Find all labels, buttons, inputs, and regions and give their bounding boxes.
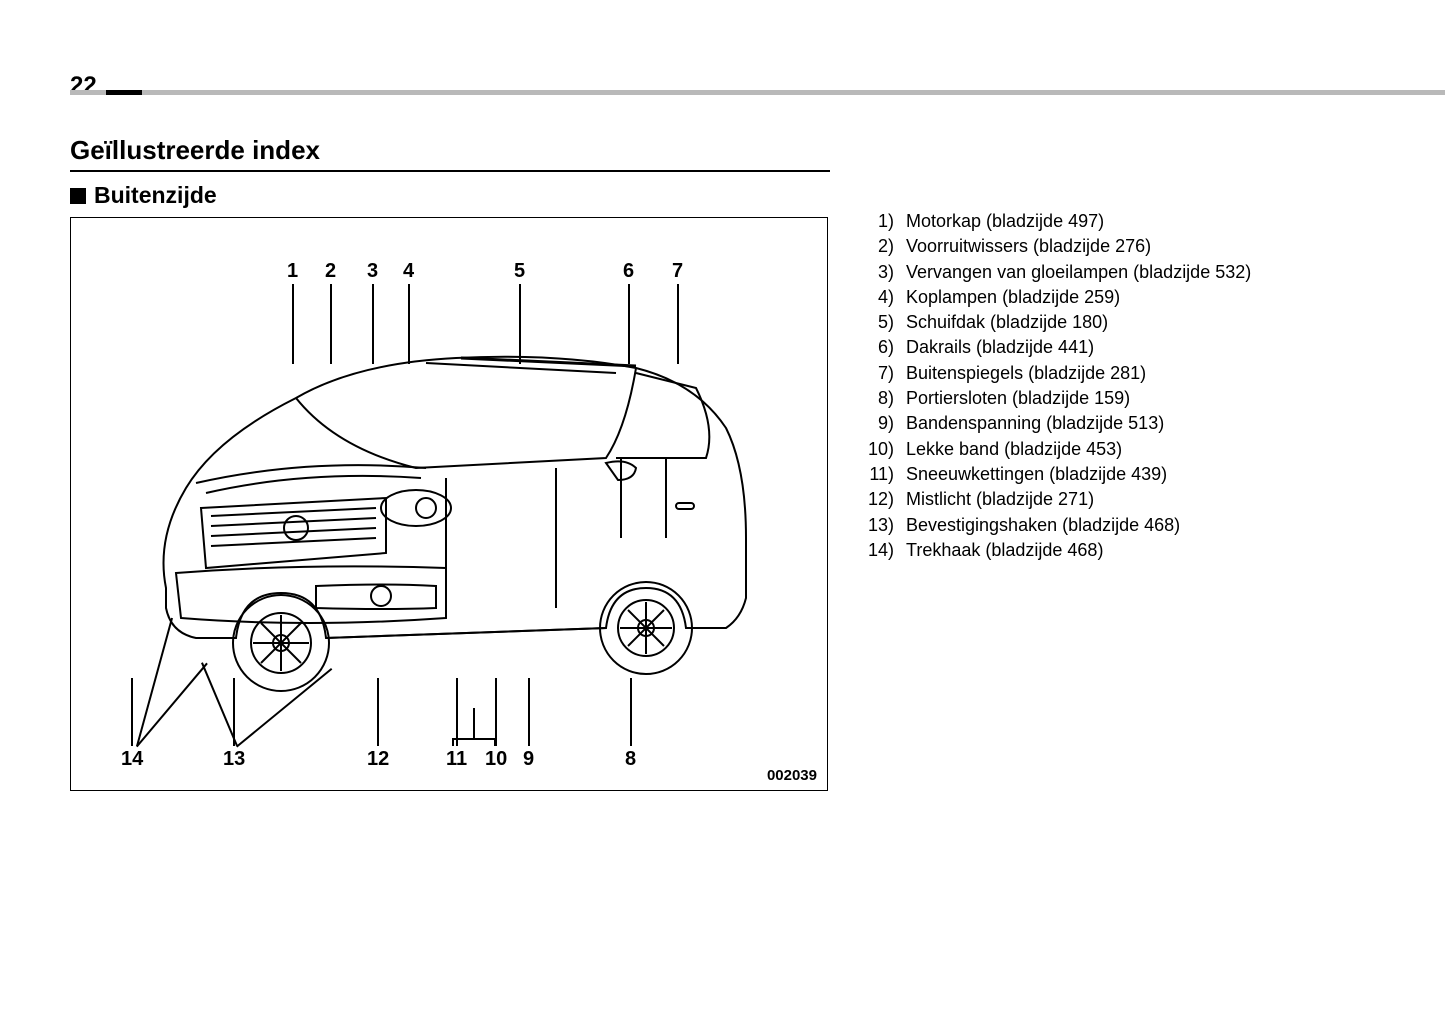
- header-line-accent: [106, 90, 142, 95]
- callout-number-top: 3: [367, 260, 378, 283]
- callout-line: [495, 738, 497, 746]
- legend-number: 9): [858, 411, 896, 435]
- callout-number-bottom: 12: [367, 748, 389, 771]
- callout-line: [677, 284, 679, 364]
- callout-number-top: 6: [623, 260, 634, 283]
- legend-text: Koplampen (bladzijde 259): [896, 285, 1370, 309]
- left-column: Geïllustreerde index Buitenzijde: [70, 135, 830, 791]
- legend-text: Portiersloten (bladzijde 159): [896, 386, 1370, 410]
- bullet-icon: [70, 188, 86, 204]
- callout-line: [377, 678, 379, 746]
- section-title: Geïllustreerde index: [70, 135, 830, 172]
- callout-line: [519, 284, 521, 364]
- legend-row: 13)Bevestigingshaken (bladzijde 468): [858, 513, 1370, 537]
- callout-number-bottom: 13: [223, 748, 245, 771]
- legend-row: 12)Mistlicht (bladzijde 271): [858, 487, 1370, 511]
- legend-row: 3)Vervangen van gloeilampen (bladzijde 5…: [858, 260, 1370, 284]
- callout-number-bottom: 11: [446, 748, 467, 771]
- legend-number: 11): [858, 462, 896, 486]
- right-column: 1)Motorkap (bladzijde 497)2)Voorruitwiss…: [830, 135, 1370, 791]
- legend-number: 7): [858, 361, 896, 385]
- legend-number: 10): [858, 437, 896, 461]
- legend-row: 11)Sneeuwkettingen (bladzijde 439): [858, 462, 1370, 486]
- page-header: 22: [0, 0, 1445, 95]
- legend-number: 4): [858, 285, 896, 309]
- legend-number: 14): [858, 538, 896, 562]
- legend-text: Mistlicht (bladzijde 271): [896, 487, 1370, 511]
- callout-number-bottom: 10: [485, 748, 507, 771]
- callout-line: [454, 738, 496, 740]
- legend-row: 1)Motorkap (bladzijde 497): [858, 209, 1370, 233]
- callout-line: [408, 284, 410, 364]
- legend-number: 13): [858, 513, 896, 537]
- legend-row: 4)Koplampen (bladzijde 259): [858, 285, 1370, 309]
- callout-line: [474, 708, 476, 738]
- header-line: [70, 90, 1445, 95]
- legend-text: Dakrails (bladzijde 441): [896, 335, 1370, 359]
- legend-row: 6)Dakrails (bladzijde 441): [858, 335, 1370, 359]
- callout-line: [330, 284, 332, 364]
- callout-number-top: 7: [672, 260, 683, 283]
- legend-row: 10)Lekke band (bladzijde 453): [858, 437, 1370, 461]
- page-number: 22: [0, 72, 1445, 104]
- callout-number-bottom: 8: [625, 748, 636, 771]
- callout-number-bottom: 9: [523, 748, 534, 771]
- legend-row: 5)Schuifdak (bladzijde 180): [858, 310, 1370, 334]
- content: Geïllustreerde index Buitenzijde: [0, 95, 1445, 791]
- legend-row: 8)Portiersloten (bladzijde 159): [858, 386, 1370, 410]
- callout-line: [453, 738, 455, 746]
- legend-number: 5): [858, 310, 896, 334]
- illustration-box: 1234567 141312111098 002039: [70, 217, 828, 791]
- legend-number: 6): [858, 335, 896, 359]
- legend-text: Sneeuwkettingen (bladzijde 439): [896, 462, 1370, 486]
- legend-row: 14)Trekhaak (bladzijde 468): [858, 538, 1370, 562]
- legend-number: 3): [858, 260, 896, 284]
- legend-number: 1): [858, 209, 896, 233]
- legend-text: Voorruitwissers (bladzijde 276): [896, 234, 1370, 258]
- callout-line: [372, 284, 374, 364]
- callout-number-top: 2: [325, 260, 336, 283]
- callout-line: [456, 678, 458, 746]
- legend-text: Buitenspiegels (bladzijde 281): [896, 361, 1370, 385]
- callout-number-top: 1: [287, 260, 298, 283]
- callout-line: [528, 678, 530, 746]
- callout-number-bottom: 14: [121, 748, 143, 771]
- legend-text: Motorkap (bladzijde 497): [896, 209, 1370, 233]
- legend-text: Bevestigingshaken (bladzijde 468): [896, 513, 1370, 537]
- callout-line: [630, 678, 632, 746]
- legend-row: 9)Bandenspanning (bladzijde 513): [858, 411, 1370, 435]
- legend-list: 1)Motorkap (bladzijde 497)2)Voorruitwiss…: [858, 209, 1370, 562]
- legend-number: 12): [858, 487, 896, 511]
- legend-text: Bandenspanning (bladzijde 513): [896, 411, 1370, 435]
- legend-number: 8): [858, 386, 896, 410]
- legend-text: Trekhaak (bladzijde 468): [896, 538, 1370, 562]
- legend-text: Lekke band (bladzijde 453): [896, 437, 1370, 461]
- legend-text: Vervangen van gloeilampen (bladzijde 532…: [896, 260, 1370, 284]
- callout-line: [628, 284, 630, 364]
- callout-number-top: 4: [403, 260, 414, 283]
- car-illustration: [126, 308, 766, 728]
- subtitle: Buitenzijde: [94, 182, 217, 209]
- legend-number: 2): [858, 234, 896, 258]
- callout-line: [292, 284, 294, 364]
- subtitle-row: Buitenzijde: [70, 182, 830, 209]
- legend-row: 2)Voorruitwissers (bladzijde 276): [858, 234, 1370, 258]
- callout-number-top: 5: [514, 260, 525, 283]
- callout-line: [495, 678, 497, 746]
- legend-text: Schuifdak (bladzijde 180): [896, 310, 1370, 334]
- image-code: 002039: [767, 767, 817, 784]
- legend-row: 7)Buitenspiegels (bladzijde 281): [858, 361, 1370, 385]
- callout-line: [131, 678, 133, 746]
